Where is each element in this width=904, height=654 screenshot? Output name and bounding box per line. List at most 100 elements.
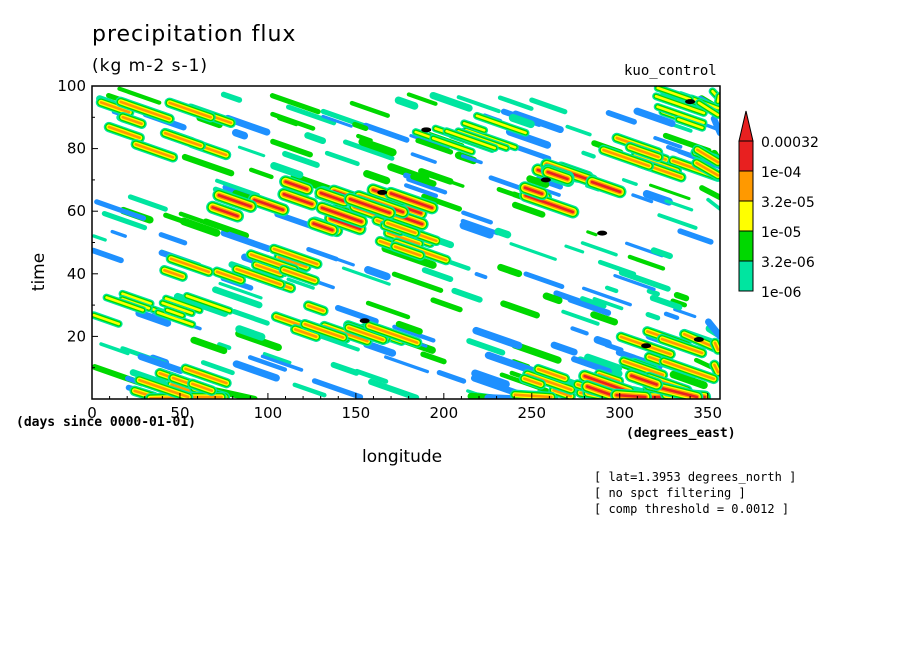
colorbar-label: 3.2e-06 (761, 255, 815, 271)
streak (605, 110, 637, 125)
experiment-label: kuo_control (624, 63, 717, 79)
band-streak (367, 324, 419, 344)
streak (178, 211, 230, 233)
streak (593, 336, 612, 348)
streak (358, 137, 397, 157)
band-streak (272, 247, 319, 266)
streak (460, 218, 500, 236)
streak (92, 247, 124, 264)
x-tick-label: 0 (87, 404, 97, 422)
band-streak (168, 101, 212, 119)
band-streak (656, 105, 705, 125)
y-tick-label: 40 (67, 265, 86, 283)
streak (564, 244, 585, 254)
streak (270, 111, 316, 131)
band-streak (320, 206, 363, 223)
streak (580, 241, 618, 257)
streak (330, 361, 360, 376)
streak (282, 150, 320, 168)
streak (496, 186, 515, 197)
band-streak (92, 313, 121, 326)
band-streak (615, 393, 647, 399)
streak (436, 369, 467, 384)
band-streak (282, 268, 317, 282)
streak (627, 254, 666, 271)
streak (127, 194, 168, 212)
streak (529, 97, 568, 115)
streak (190, 336, 228, 355)
streak (356, 133, 373, 143)
streak (670, 298, 688, 308)
band-streak (284, 180, 309, 191)
streak (235, 325, 266, 341)
streak (334, 304, 379, 325)
streak (500, 300, 540, 319)
band-streak (277, 255, 308, 269)
streak (471, 369, 510, 389)
streak (650, 247, 673, 260)
band-streak (163, 131, 203, 147)
streak (613, 273, 656, 291)
x-units-label: (degrees_east) (626, 426, 736, 441)
band-streak (522, 377, 543, 386)
band-streak (597, 372, 621, 383)
streak (260, 354, 304, 372)
streak (456, 95, 501, 114)
streak (158, 232, 188, 246)
streak (415, 137, 454, 155)
note-filter: [ no spct filtering ] (594, 486, 746, 500)
streak (304, 132, 327, 145)
band-streak (696, 148, 720, 164)
chart-units: (kg m-2 s-1) (92, 56, 209, 76)
max-marker (693, 337, 704, 343)
streak (618, 269, 671, 292)
streak (404, 183, 439, 198)
max-marker (359, 318, 370, 324)
streak (497, 95, 534, 111)
band-streak (475, 114, 527, 135)
streak (341, 266, 391, 286)
streak (511, 341, 562, 364)
max-marker (685, 99, 696, 105)
max-marker (540, 177, 551, 183)
streak (235, 329, 282, 352)
streak (523, 271, 565, 289)
streak (92, 234, 107, 242)
band-streak (107, 125, 141, 140)
band-streak (445, 129, 497, 150)
band-streak (524, 194, 575, 214)
band-streak (677, 118, 704, 130)
band-streak (254, 263, 282, 275)
y-tick-label: 60 (67, 202, 86, 220)
streak (352, 121, 369, 131)
streak (505, 128, 552, 149)
streak (368, 378, 420, 399)
band-streak (185, 294, 232, 313)
streak (231, 128, 249, 140)
streak (110, 229, 127, 238)
streak (460, 154, 483, 165)
streak (363, 340, 397, 357)
y-tick-label: 80 (67, 140, 86, 158)
streak (215, 178, 260, 198)
streak (580, 296, 607, 309)
streak (354, 368, 389, 384)
band-streak (165, 308, 184, 317)
band-streak (656, 86, 692, 101)
streak (418, 168, 454, 185)
band-streak (329, 217, 362, 231)
band-streak (389, 192, 434, 210)
streak (429, 91, 473, 112)
streak (466, 338, 506, 356)
streak (673, 291, 690, 302)
band-streak (169, 257, 211, 274)
max-marker (641, 343, 652, 349)
streak (509, 242, 557, 261)
x-tick-label: 250 (517, 404, 546, 422)
band-streak (156, 311, 194, 326)
precip-field (92, 86, 720, 399)
streak (645, 311, 661, 321)
streak (270, 162, 304, 179)
band-streak (282, 192, 314, 206)
streak (494, 227, 512, 239)
